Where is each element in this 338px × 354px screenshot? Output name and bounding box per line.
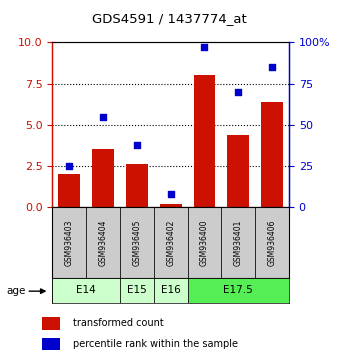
Point: [100, 114, 106, 119]
Point: [236, 89, 241, 95]
Bar: [193, 75, 216, 207]
Bar: [52, 278, 120, 303]
Bar: [58, 174, 80, 207]
Point: [67, 163, 72, 169]
Bar: [92, 149, 114, 207]
Bar: [221, 207, 255, 278]
Text: percentile rank within the sample: percentile rank within the sample: [73, 339, 238, 349]
Bar: [126, 164, 148, 207]
Text: E16: E16: [161, 285, 180, 295]
Bar: [255, 207, 289, 278]
Text: E17.5: E17.5: [223, 285, 253, 295]
Bar: [188, 278, 289, 303]
Text: E14: E14: [76, 285, 96, 295]
Bar: [261, 102, 283, 207]
Point: [168, 191, 173, 197]
Text: E15: E15: [127, 285, 147, 295]
Text: GSM936404: GSM936404: [99, 219, 107, 266]
Text: GSM936401: GSM936401: [234, 219, 243, 266]
Text: age: age: [7, 286, 26, 296]
Bar: [120, 207, 154, 278]
Bar: [154, 278, 188, 303]
Text: GSM936402: GSM936402: [166, 219, 175, 266]
Point: [134, 142, 140, 147]
Bar: [42, 318, 61, 330]
Bar: [154, 207, 188, 278]
Bar: [52, 207, 86, 278]
Text: GDS4591 / 1437774_at: GDS4591 / 1437774_at: [92, 12, 246, 25]
Bar: [160, 204, 182, 207]
Text: GSM936405: GSM936405: [132, 219, 141, 266]
Text: GSM936403: GSM936403: [65, 219, 74, 266]
Text: GSM936406: GSM936406: [268, 219, 276, 266]
Text: transformed count: transformed count: [73, 319, 164, 329]
Bar: [86, 207, 120, 278]
Text: GSM936400: GSM936400: [200, 219, 209, 266]
Bar: [227, 135, 249, 207]
Bar: [120, 278, 154, 303]
Bar: [188, 207, 221, 278]
Bar: [42, 338, 61, 350]
Point: [269, 64, 275, 70]
Point: [202, 45, 207, 50]
